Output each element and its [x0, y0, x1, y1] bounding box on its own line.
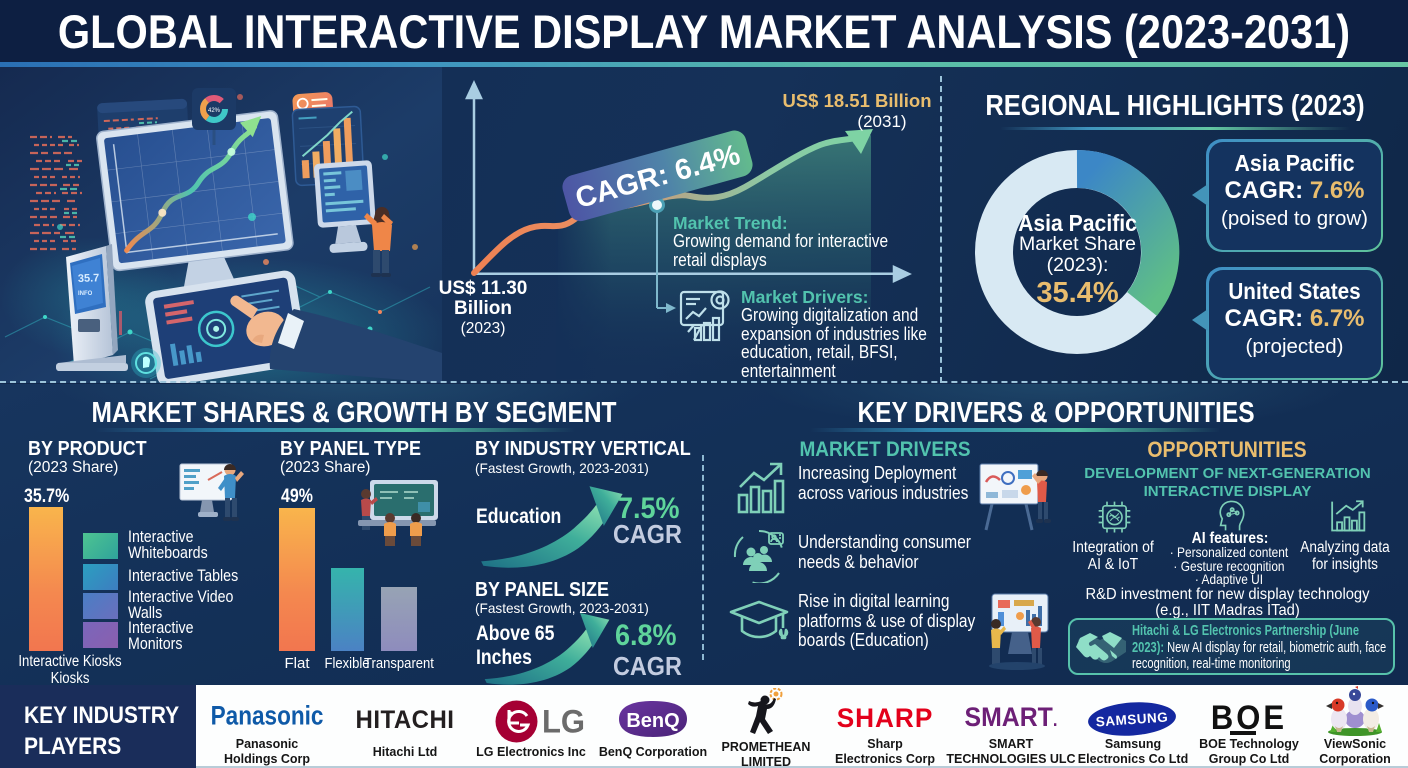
svg-text:SAMSUNG: SAMSUNG	[1095, 709, 1168, 729]
svg-text:BenQ: BenQ	[626, 710, 679, 732]
svg-text:INFO: INFO	[78, 291, 93, 297]
svg-text:42%: 42%	[208, 108, 221, 114]
svg-text:35.7: 35.7	[78, 272, 100, 285]
